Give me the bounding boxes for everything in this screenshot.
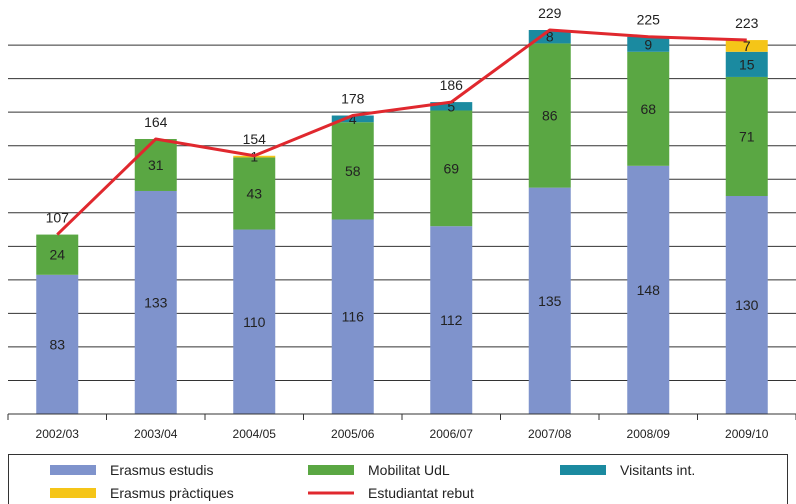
legend-label: Erasmus estudis [110,462,213,478]
total-label: 154 [243,131,267,147]
legend-label: Estudiantat rebut [368,485,474,501]
total-label: 223 [735,15,759,31]
segment-label: 69 [443,160,459,176]
bar-segment [233,157,276,230]
bar-segment [528,30,571,44]
bar-segment [725,196,768,414]
total-line [56,28,747,236]
bar-segment [528,187,571,414]
segment-label: 31 [148,157,164,173]
segment-label: 133 [144,294,168,310]
bar-segment [725,51,768,77]
bar-segment [331,219,374,414]
segment-label: 4 [349,111,357,127]
legend-swatch [50,488,96,498]
legend-swatch [50,465,96,475]
legend-swatch [308,465,354,475]
legend-swatch [560,465,606,475]
x-tick-label: 2003/04 [134,427,178,441]
legend-label: Visitants int. [620,462,695,478]
total-label: 178 [341,91,365,107]
bar-segment [134,138,177,191]
x-tick-label: 2005/06 [331,427,375,441]
legend-label: Mobilitat UdL [368,462,450,478]
total-label: 107 [46,210,70,226]
segment-label: 135 [538,293,562,309]
x-axis: 2002/03 2003/04 2004/05 2005/06 2006/07 2007/… [7,413,796,441]
total-label: 229 [538,5,562,21]
segment-label: 130 [735,297,759,313]
total-label: 164 [144,114,168,130]
total-label: 186 [440,77,464,93]
segment-label: 148 [637,282,661,298]
legend-label: Erasmus pràctiques [110,485,234,501]
bar-segment [627,165,670,414]
segment-label: 83 [49,336,65,352]
segment-label: 58 [345,163,361,179]
bar-segment [233,229,276,414]
segment-label: 112 [440,312,463,328]
segment-label: 5 [447,98,455,114]
bar-segment [331,122,374,220]
bar-segment [430,102,473,111]
bars [36,30,768,414]
x-tick-label: 2002/03 [36,427,80,441]
total-label: 225 [637,12,661,28]
bar-segment [528,43,571,188]
segment-label: 68 [640,101,656,117]
segment-label: 8 [546,29,554,45]
bar-segment [627,36,670,52]
bar-segment [134,190,177,414]
segment-label: 7 [743,38,751,54]
bar-segment [627,51,670,166]
segment-label: 110 [243,314,266,330]
segment-label: 15 [739,56,755,72]
bar-segment [331,115,374,123]
bar-segment [36,234,79,275]
x-tick-label: 2008/09 [627,427,671,441]
segment-label: 71 [739,128,755,144]
total-line-path [56,28,747,236]
x-tick-label: 2009/10 [725,427,769,441]
gridlines [8,44,796,381]
bar-segment [725,76,768,197]
legend-box [8,454,788,504]
legend: Erasmus estudis Mobilitat UdL Visitants in… [8,454,788,504]
bar-segment [36,274,79,414]
segment-label: 43 [246,185,262,201]
segment-label: 86 [542,108,558,124]
x-tick-label: 2004/05 [233,427,277,441]
x-tick-label: 2006/07 [430,427,474,441]
bar-segment [725,40,768,52]
segment-label: 9 [644,36,652,52]
segment-label: 24 [49,247,65,263]
bar-segment [430,226,473,414]
x-tick-label: 2007/08 [528,427,572,441]
bar-segment [430,110,473,227]
segment-label: 116 [342,309,365,325]
